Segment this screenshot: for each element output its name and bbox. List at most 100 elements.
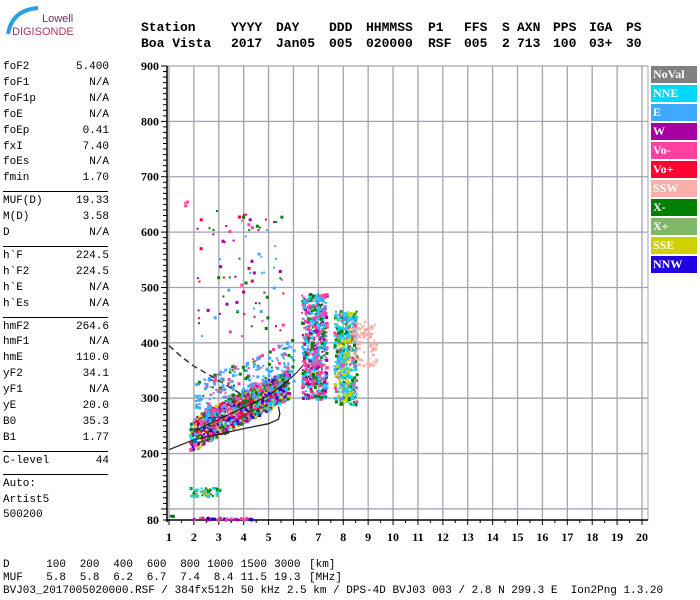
echo-point (306, 315, 309, 318)
echo-point (212, 486, 216, 490)
echo-point (325, 386, 329, 390)
echo-point (301, 380, 305, 383)
echo-point (215, 493, 218, 495)
echo-point (324, 339, 327, 342)
echo-point (285, 346, 289, 350)
echo-point (319, 397, 323, 401)
echo-point (216, 408, 220, 412)
echo-point (242, 213, 245, 216)
echo-point (308, 369, 312, 372)
echo-point (205, 518, 209, 522)
echo-point (274, 394, 277, 397)
param-value: N/A (89, 336, 109, 349)
echo-point (252, 362, 256, 366)
echo-point (350, 383, 354, 386)
echo-point (349, 330, 352, 332)
echo-point (313, 344, 317, 348)
echo-point (215, 415, 219, 419)
echo-point (194, 418, 197, 421)
echo-point (316, 310, 320, 314)
echo-point (353, 350, 357, 354)
echo-point (217, 390, 221, 393)
echo-point (312, 368, 316, 372)
echo-point (193, 394, 196, 397)
param-name: MUF(D) (3, 195, 43, 208)
echo-point (204, 417, 208, 421)
echo-point (203, 378, 206, 381)
echo-point (252, 388, 255, 391)
echo-point (260, 406, 263, 409)
echo-point (219, 386, 223, 390)
echo-point (343, 333, 346, 335)
echo-point (206, 420, 210, 424)
echo-point (244, 369, 247, 372)
param-row: fmin 1.70 (3, 172, 109, 188)
echo-point (198, 416, 201, 419)
echo-point (343, 392, 346, 395)
echo-point (209, 432, 213, 436)
header-label: PS (626, 20, 642, 35)
echo-point (334, 338, 338, 342)
echo-point (321, 364, 324, 367)
echo-point (341, 376, 345, 379)
echo-point (256, 364, 260, 368)
echo-point (271, 380, 274, 382)
echo-point (227, 378, 231, 381)
echo-point (289, 370, 293, 374)
echo-point (346, 382, 350, 386)
echo-point (322, 299, 325, 302)
echo-point (253, 398, 257, 402)
echo-point (237, 403, 241, 407)
echo-point (340, 312, 342, 315)
echo-point (312, 317, 315, 320)
echo-point (190, 425, 193, 428)
echo-point (209, 393, 212, 396)
echo-point (324, 374, 328, 378)
echo-point (232, 239, 235, 242)
echo-point (283, 347, 286, 350)
echo-point (347, 324, 350, 327)
muf-value: 8.4 (213, 572, 234, 584)
echo-point (325, 312, 328, 315)
echo-point (306, 393, 310, 397)
echo-point (308, 331, 312, 335)
echo-point (317, 375, 321, 379)
echo-point (261, 386, 264, 389)
header-value: 100 (553, 36, 577, 51)
echo-point (318, 298, 322, 302)
echo-point (258, 392, 260, 395)
echo-point (369, 335, 372, 339)
echo-point (303, 338, 306, 341)
echo-point (280, 397, 282, 400)
echo-point (304, 333, 308, 336)
echo-point (258, 355, 262, 359)
echo-point (278, 393, 280, 396)
echo-point (344, 337, 348, 341)
echo-point (306, 297, 310, 301)
echo-point (309, 387, 313, 391)
echo-point (371, 333, 374, 336)
echo-point (322, 380, 326, 384)
echo-point (194, 399, 197, 402)
echo-point (196, 416, 199, 419)
separator (3, 450, 108, 452)
echo-point (227, 407, 231, 411)
echo-point (357, 363, 361, 367)
echo-point (342, 317, 346, 321)
echo-point (325, 316, 329, 319)
echo-point (283, 362, 286, 365)
echo-point (337, 331, 341, 335)
logo-arc-icon (6, 6, 39, 35)
echo-point (355, 348, 358, 351)
echo-point (227, 396, 229, 399)
param-row: h`Es N/A (3, 298, 109, 314)
echo-point (268, 394, 272, 397)
echo-point (256, 358, 259, 361)
echo-point (205, 383, 209, 386)
param-value: N/A (89, 156, 109, 169)
echo-point (304, 307, 307, 310)
echo-point (286, 370, 290, 374)
echo-point (314, 355, 318, 359)
echo-point (318, 361, 322, 365)
echo-point (253, 315, 256, 318)
